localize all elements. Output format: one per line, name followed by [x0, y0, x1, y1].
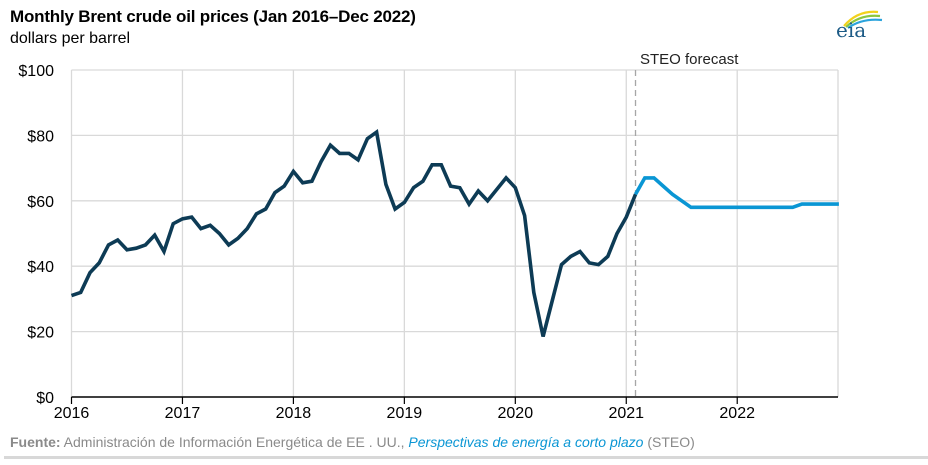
eia-logo-text: eia [836, 18, 867, 42]
source-link[interactable]: Perspectivas de energía a corto plazo [408, 434, 644, 450]
bottom-rule [4, 456, 928, 459]
x-tick-label: 2022 [719, 405, 755, 422]
y-tick-label: $80 [27, 128, 54, 145]
x-tick-label: 2021 [608, 405, 644, 422]
source-label: Fuente: [10, 434, 61, 450]
source-suffix: (STEO) [643, 434, 695, 450]
eia-logo-icon [843, 10, 883, 29]
tick-labels: $0 $20 $40 $60 $80 $100 2016 2017 2018 2019 2020 20… [18, 63, 755, 422]
line-chart: $0 $20 $40 $60 $80 $100 2016 2017 2018 2019 2020 20… [18, 51, 839, 422]
y-tick-label: $0 [36, 390, 54, 407]
source-text: Administración de Información Energética… [60, 434, 409, 450]
x-tick-label: 2020 [498, 405, 534, 422]
x-tick-label: 2016 [54, 405, 90, 422]
grid [70, 69, 839, 397]
chart-title: Monthly Brent crude oil prices (Jan 2016… [10, 7, 416, 26]
y-tick-label: $100 [18, 63, 54, 80]
forecast-line [633, 176, 839, 210]
y-tick-label: $60 [27, 194, 54, 211]
forecast-annotation: STEO forecast [640, 51, 739, 68]
source-note: Fuente: Administración de Información En… [10, 434, 695, 450]
x-tick-label: 2018 [276, 405, 312, 422]
x-tick-label: 2017 [165, 405, 201, 422]
y-tick-label: $40 [27, 259, 54, 276]
axes [70, 70, 838, 404]
historical-line [70, 128, 638, 337]
y-tick-label: $20 [27, 325, 54, 342]
x-tick-label: 2019 [387, 405, 423, 422]
series-lines [70, 128, 839, 337]
chart-subtitle: dollars per barrel [10, 30, 131, 47]
